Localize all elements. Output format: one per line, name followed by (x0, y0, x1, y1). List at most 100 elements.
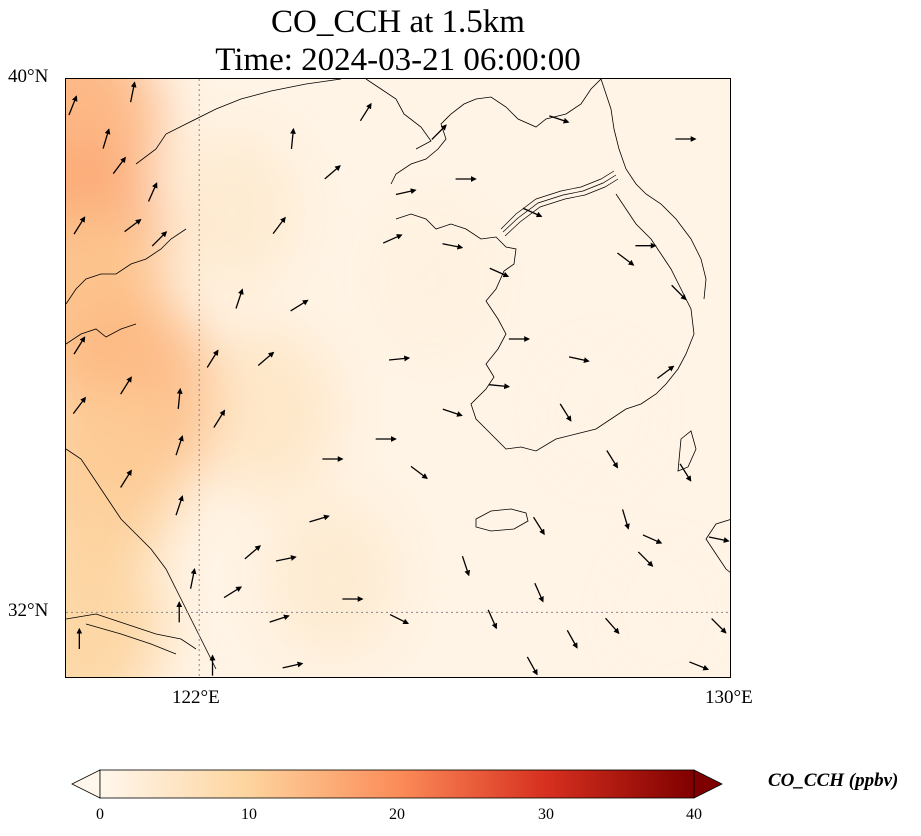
coastlines (66, 79, 730, 670)
colorbar-tick-20: 20 (389, 806, 405, 823)
wind-arrow-69 (526, 656, 538, 676)
wind-arrow-6 (124, 218, 142, 233)
wind-arrow-20 (206, 349, 219, 368)
coastline-shandong-south (66, 323, 137, 345)
concentration-blob-11 (608, 540, 723, 677)
yangtze-estuary (66, 613, 197, 655)
colorbar-extend-min (71, 769, 101, 799)
wind-arrow-45 (442, 408, 463, 417)
wind-arrow-1 (102, 128, 111, 149)
wind-arrow-4 (147, 182, 158, 202)
wind-arrow-54 (559, 403, 572, 422)
wind-arrow-2 (130, 81, 137, 103)
kyushu-coast (705, 519, 730, 573)
wind-arrow-57 (533, 516, 545, 536)
wind-vectors (68, 81, 730, 676)
wind-arrow-51 (671, 284, 687, 301)
wind-arrow-60 (534, 582, 544, 603)
wind-arrow-71 (282, 661, 304, 669)
wind-arrow-8 (235, 288, 244, 309)
lat-tick-label-40n: 40°N (8, 66, 49, 87)
wind-arrow-26 (359, 102, 372, 122)
concentration-blob-10 (541, 340, 656, 485)
wind-arrow-9 (73, 336, 86, 355)
wind-arrow-61 (637, 551, 654, 567)
coastline-china-east (66, 228, 187, 305)
concentration-field (66, 79, 723, 677)
wind-arrow-70 (389, 613, 409, 625)
coastline-bohai-north (365, 79, 432, 150)
wind-arrow-25 (324, 165, 341, 180)
wind-arrow-36 (410, 465, 428, 480)
wind-arrow-41 (442, 243, 464, 250)
lon-tick-label-122e: 122°E (172, 687, 220, 708)
wind-arrow-21 (213, 409, 226, 428)
wind-arrow-28 (244, 545, 261, 560)
concentration-blob-5 (66, 533, 163, 677)
coastline-liaodong (135, 79, 342, 165)
colorbar-extend-max (693, 769, 723, 799)
wind-arrow-65 (566, 629, 578, 649)
wind-arrow-37 (382, 234, 403, 244)
wind-arrow-42 (522, 207, 543, 218)
lon-tick-label-130e: 130°E (705, 687, 753, 708)
wind-arrow-59 (461, 555, 471, 577)
colorbar-gradient (99, 769, 695, 799)
wind-arrow-66 (605, 617, 620, 635)
wind-arrow-63 (708, 536, 730, 543)
map-subtitle-time: Time: 2024-03-21 06:00:00 (215, 42, 581, 78)
wind-arrow-24 (272, 216, 286, 235)
wind-arrow-29 (223, 586, 242, 599)
wind-arrow-56 (679, 463, 692, 482)
wind-arrow-11 (72, 396, 87, 415)
wind-arrow-39 (431, 124, 447, 140)
concentration-blob-4 (66, 384, 179, 574)
wind-arrow-7 (151, 231, 168, 247)
wind-arrow-64 (487, 609, 498, 630)
wind-arrow-0 (68, 95, 78, 116)
wind-arrow-23 (290, 299, 309, 312)
wind-arrow-27 (290, 127, 296, 150)
dmz-border (500, 170, 619, 237)
wind-arrow-49 (549, 115, 570, 124)
wind-arrow-15 (175, 495, 184, 516)
wind-arrow-58 (621, 509, 630, 530)
coastline-north-korea-west (390, 79, 602, 185)
wind-arrow-16 (189, 568, 197, 589)
colorbar (71, 769, 723, 799)
wind-arrow-50 (617, 252, 635, 266)
concentration-blob-6 (166, 131, 299, 294)
wind-arrow-30 (309, 514, 330, 523)
wind-arrow-55 (606, 450, 619, 469)
concentration-blob-9 (372, 204, 492, 354)
coastline-jiangsu (66, 448, 217, 670)
wind-arrow-34 (388, 355, 411, 362)
wind-arrow-5 (73, 216, 86, 235)
colorbar-tick-0: 0 (96, 806, 104, 823)
wind-arrow-46 (488, 383, 511, 390)
wind-arrow-62 (642, 534, 663, 544)
wind-arrow-72 (269, 614, 290, 623)
wind-arrow-31 (275, 555, 297, 562)
concentration-blob-8 (266, 498, 399, 660)
colorbar-tick-10: 10 (241, 806, 257, 823)
wind-arrow-22 (257, 351, 275, 367)
wind-arrow-52 (657, 365, 675, 379)
colorbar-label: CO_CCH (ppbv) (768, 770, 899, 791)
concentration-blob-7 (195, 326, 337, 498)
map-canvas (66, 79, 730, 677)
wind-arrow-14 (120, 469, 132, 488)
wind-arrow-43 (489, 267, 510, 278)
wind-arrow-68 (711, 618, 727, 634)
wind-arrow-13 (175, 435, 184, 456)
map-title: CO_CCH at 1.5km (271, 4, 525, 40)
wind-arrow-3 (112, 156, 126, 175)
wind-arrow-67 (689, 661, 710, 671)
wind-arrow-38 (395, 188, 417, 196)
coastline-korea-west (395, 193, 695, 452)
map-panel (65, 78, 731, 678)
jeju-island (475, 508, 529, 532)
colorbar-tick-40: 40 (686, 806, 702, 823)
gridlines (66, 79, 730, 677)
wind-arrow-12 (176, 387, 183, 410)
